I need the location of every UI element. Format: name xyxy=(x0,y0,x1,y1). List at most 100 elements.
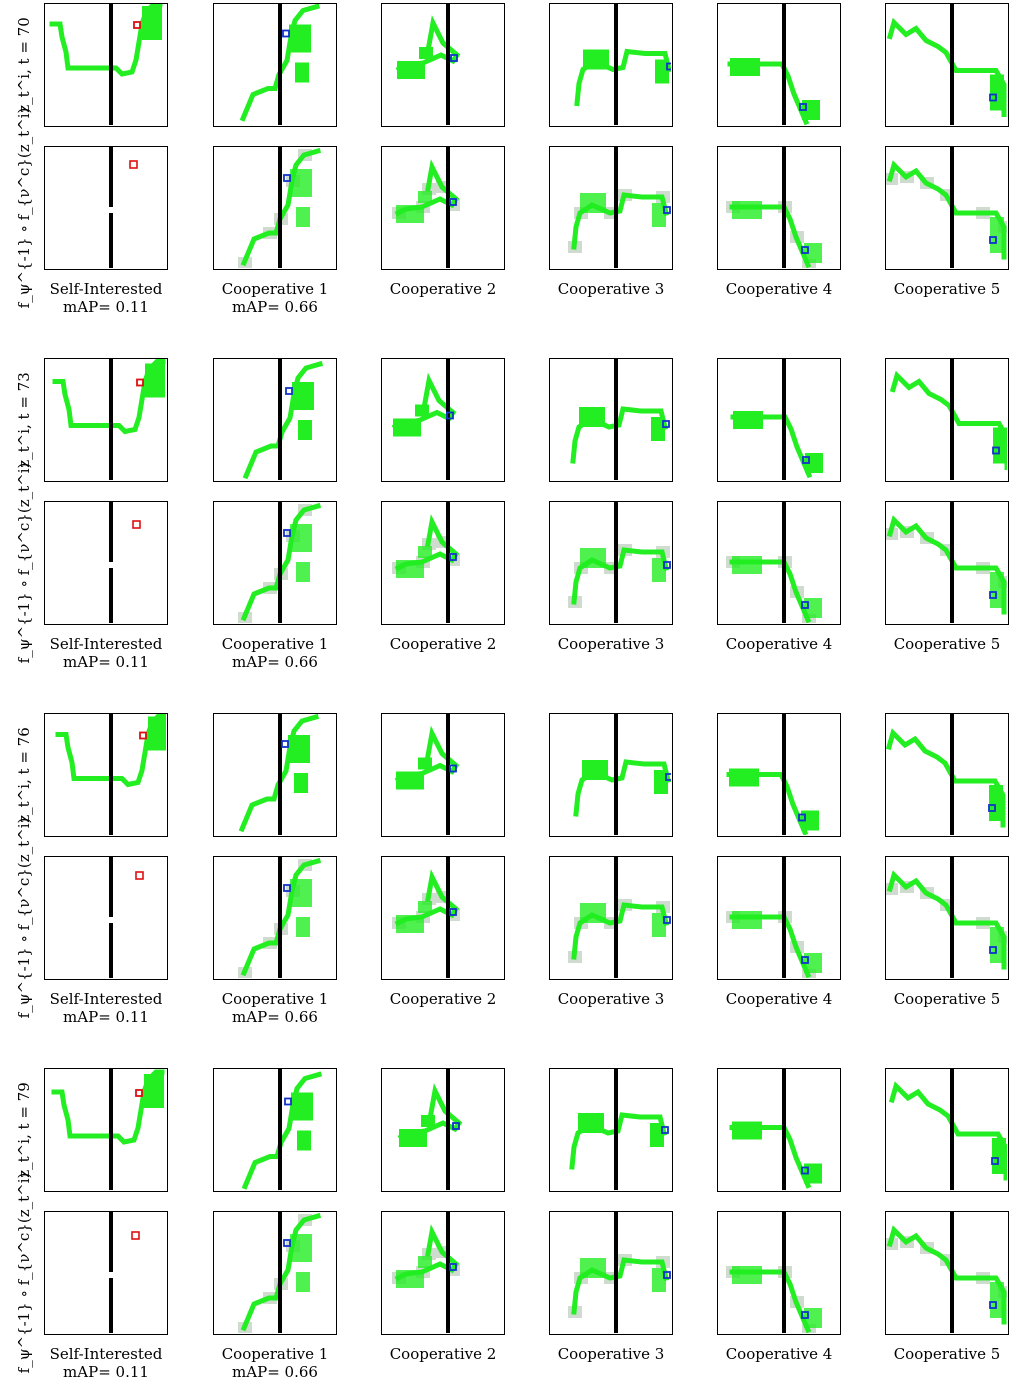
trail-path xyxy=(886,870,1007,970)
wall xyxy=(278,714,282,835)
trail-blob xyxy=(580,903,606,923)
wall xyxy=(782,359,786,480)
trail-path xyxy=(242,360,324,480)
prediction-haze xyxy=(886,1236,1007,1298)
wall xyxy=(614,502,618,623)
column-caption: Cooperative 2 xyxy=(363,990,523,1008)
wall xyxy=(109,714,113,835)
column-caption: Self-Interested mAP= 0.11 xyxy=(26,1345,186,1381)
panel-graphic xyxy=(238,857,322,978)
agent-marker xyxy=(666,62,671,71)
trail-blob xyxy=(296,562,310,582)
panel-graphic xyxy=(886,1212,1007,1333)
panel-graphic xyxy=(888,1069,1007,1190)
trail-blob xyxy=(989,785,1003,821)
trail-blob xyxy=(992,1138,1006,1174)
agent-marker xyxy=(135,871,144,880)
panel-graphic xyxy=(238,502,322,623)
column-caption: Cooperative 4 xyxy=(699,1345,859,1363)
latent-panel-4 xyxy=(549,358,673,482)
latent-panel-3 xyxy=(381,1068,505,1192)
caption-agent-type: Cooperative 3 xyxy=(557,1345,665,1363)
panel-graphic xyxy=(889,359,1007,480)
caption-map-score: mAP= 0.11 xyxy=(63,1363,149,1381)
agent-marker xyxy=(801,601,809,609)
latent-panel-6 xyxy=(885,358,1009,482)
agent-marker xyxy=(989,1301,997,1309)
caption-agent-type: Self-Interested xyxy=(49,280,163,298)
panel-graphic xyxy=(573,714,671,835)
column-caption: Cooperative 2 xyxy=(363,280,523,298)
wall xyxy=(614,1212,618,1333)
caption-agent-type: Self-Interested xyxy=(49,1345,163,1363)
decoded-panel-4 xyxy=(549,501,673,625)
decoded-panel-2 xyxy=(213,1211,337,1335)
wall xyxy=(446,502,450,623)
trail-path xyxy=(241,1071,323,1190)
caption-map-score: mAP= 0.11 xyxy=(63,298,149,316)
trail-blob xyxy=(733,411,763,429)
wall xyxy=(446,359,450,480)
panel-graphic xyxy=(51,1069,165,1190)
trail-path xyxy=(886,728,1006,828)
trail-blob xyxy=(297,1130,311,1151)
decoded-panel-4 xyxy=(549,856,673,980)
trail-blob xyxy=(990,74,1004,111)
panel-graphic xyxy=(397,1069,463,1190)
column-caption: Cooperative 3 xyxy=(531,990,691,1008)
trail-blob xyxy=(419,47,433,59)
panel-graphic xyxy=(55,714,166,835)
agent-marker xyxy=(801,1311,809,1319)
decoded-panel-6 xyxy=(885,856,1009,980)
caption-map-score: mAP= 0.66 xyxy=(232,298,318,316)
caption-agent-type: Cooperative 3 xyxy=(557,635,665,653)
prediction-haze xyxy=(886,526,1007,588)
trail-blob xyxy=(732,911,762,929)
latent-panel-5 xyxy=(717,358,841,482)
wall xyxy=(614,359,618,480)
trail-blob xyxy=(415,404,429,417)
column-caption: Cooperative 5 xyxy=(867,635,1013,653)
agent-marker xyxy=(801,1166,809,1175)
caption-agent-type: Cooperative 1 xyxy=(221,280,329,298)
decoded-panel-2 xyxy=(213,856,337,980)
trail-blob xyxy=(579,407,605,427)
panel-graphic xyxy=(109,147,138,268)
agent-marker xyxy=(802,456,810,464)
decoded-panel-4 xyxy=(549,1211,673,1335)
panel-graphic xyxy=(242,359,324,480)
wall xyxy=(782,1069,786,1190)
latent-panel-1 xyxy=(44,358,168,482)
latent-panel-6 xyxy=(885,713,1009,837)
trail-path xyxy=(886,1225,1007,1325)
agent-marker xyxy=(449,553,457,561)
column-caption: Self-Interested mAP= 0.11 xyxy=(26,990,186,1026)
trail-blob xyxy=(145,363,165,398)
wall xyxy=(782,4,786,125)
panel-graphic xyxy=(395,4,461,125)
trail-blob xyxy=(396,771,424,790)
trail-blob xyxy=(652,203,666,227)
decoded-panel-6 xyxy=(885,1211,1009,1335)
panel-graphic xyxy=(238,1212,322,1333)
row-label-text: z_t^i, t = 73 xyxy=(15,372,33,468)
caption-agent-type: Cooperative 5 xyxy=(893,1345,1001,1363)
wall xyxy=(278,1069,282,1190)
panel-graphic xyxy=(392,1212,460,1333)
latent-panel-4 xyxy=(549,3,673,127)
column-caption: Cooperative 5 xyxy=(867,280,1013,298)
agent-marker xyxy=(283,1239,291,1247)
trail-blob xyxy=(396,915,424,933)
trail-blob xyxy=(396,205,424,223)
trail-blob xyxy=(583,49,609,70)
agent-marker xyxy=(661,1126,669,1134)
decoded-panel-6 xyxy=(885,146,1009,270)
trail-blob xyxy=(732,1266,762,1284)
panel-graphic xyxy=(238,147,322,268)
agent-marker xyxy=(129,160,138,169)
trail-path xyxy=(886,515,1007,615)
trail-blob xyxy=(291,1092,313,1121)
wall xyxy=(278,359,282,480)
agent-marker xyxy=(449,198,457,206)
trail-blob xyxy=(148,716,166,751)
